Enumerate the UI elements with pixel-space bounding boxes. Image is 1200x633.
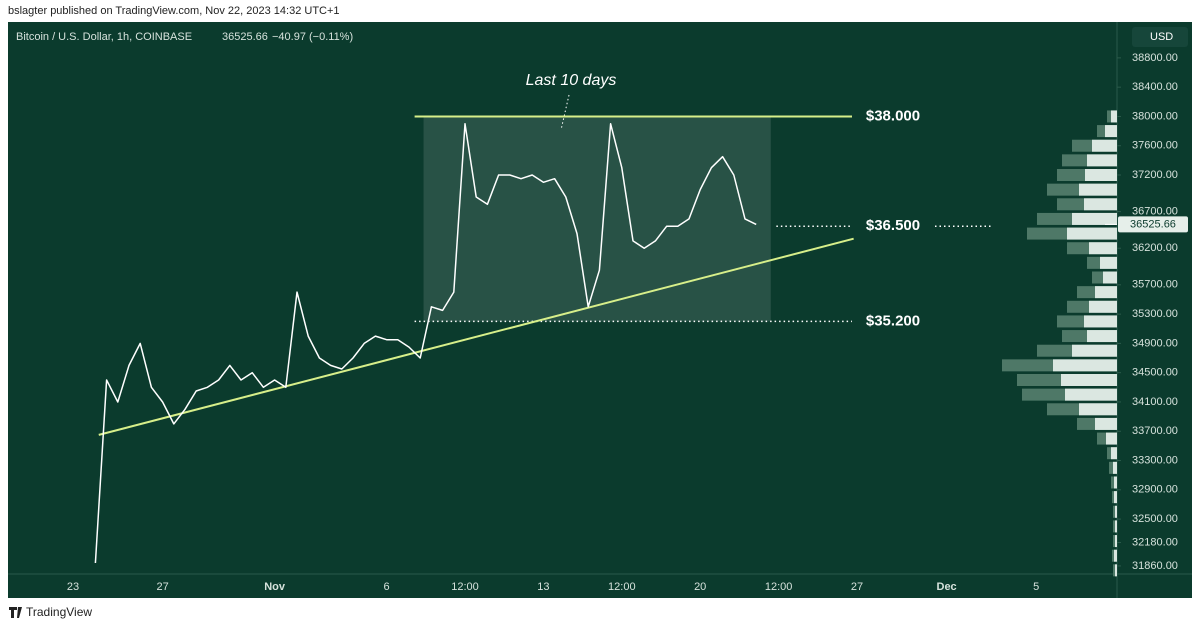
x-tick-label: 13 xyxy=(537,581,549,593)
x-tick-label: Dec xyxy=(937,581,957,593)
y-tick-label: 36200.00 xyxy=(1132,242,1178,254)
level-label: $35.200 xyxy=(866,312,920,329)
price-line xyxy=(94,123,757,564)
footer-brand: TradingView xyxy=(26,605,92,619)
volume-bar-light xyxy=(1113,461,1117,474)
x-tick-label: 12:00 xyxy=(608,581,636,593)
symbol: Bitcoin / U.S. Dollar, 1h, COINBASE xyxy=(16,31,192,43)
last-price: 36525.66 xyxy=(222,31,268,43)
volume-bar-light xyxy=(1061,373,1117,386)
volume-bar-light xyxy=(1089,242,1117,255)
y-tick-label: 34500.00 xyxy=(1132,367,1178,379)
y-tick-label: 31860.00 xyxy=(1132,560,1178,572)
volume-bar-light xyxy=(1115,505,1117,518)
volume-bar-light xyxy=(1084,315,1117,328)
y-tick-label: 36700.00 xyxy=(1132,206,1178,218)
volume-bar-light xyxy=(1114,491,1117,504)
y-tick-label: 38800.00 xyxy=(1132,52,1178,64)
x-tick-label: 12:00 xyxy=(451,581,479,593)
last-price-tag-label: 36525.66 xyxy=(1130,218,1176,230)
volume-bar-light xyxy=(1111,110,1117,123)
volume-bar-light xyxy=(1095,286,1117,299)
brand-logo xyxy=(9,607,22,618)
y-tick-label: 38400.00 xyxy=(1132,81,1178,93)
volume-bar-light xyxy=(1114,476,1117,489)
volume-bar-light xyxy=(1065,388,1117,401)
volume-bar-light xyxy=(1087,330,1117,343)
y-tick-label: 33700.00 xyxy=(1132,425,1178,437)
volume-bar-light xyxy=(1115,535,1117,548)
volume-bar-light xyxy=(1106,432,1117,445)
volume-bar-light xyxy=(1103,271,1117,284)
y-tick-label: 34100.00 xyxy=(1132,396,1178,408)
x-tick-label: 27 xyxy=(851,581,863,593)
currency[interactable]: USD xyxy=(1150,31,1173,43)
volume-bar-light xyxy=(1053,359,1117,372)
range-box xyxy=(423,116,771,322)
last-price-tag xyxy=(1118,216,1188,233)
y-tick-label: 32180.00 xyxy=(1132,536,1178,548)
volume-bar-light xyxy=(1114,549,1117,562)
y-tick-label: 35300.00 xyxy=(1132,308,1178,320)
x-tick-label: Nov xyxy=(264,581,286,593)
y-tick-label: 37200.00 xyxy=(1132,169,1178,181)
y-tick-label: 33300.00 xyxy=(1132,454,1178,466)
x-tick-label: 12:00 xyxy=(765,581,793,593)
y-tick-label: 32900.00 xyxy=(1132,484,1178,496)
volume-bar-light xyxy=(1095,417,1117,430)
volume-bar-light xyxy=(1092,139,1117,152)
volume-bar-light xyxy=(1085,169,1117,182)
volume-bar-light xyxy=(1079,403,1117,416)
trendline xyxy=(98,237,854,436)
y-tick-label: 35700.00 xyxy=(1132,279,1178,291)
volume-bar-light xyxy=(1067,227,1117,240)
y-tick-label: 37600.00 xyxy=(1132,140,1178,152)
publisher: bslagter published on TradingView.com, N… xyxy=(8,5,340,17)
x-tick-label: 27 xyxy=(156,581,168,593)
volume-bar-light xyxy=(1100,256,1117,269)
volume-bar-light xyxy=(1079,183,1117,196)
volume-bar-light xyxy=(1115,564,1117,577)
y-tick-label: 32500.00 xyxy=(1132,513,1178,525)
y-tick-label: 34900.00 xyxy=(1132,337,1178,349)
x-tick-label: 23 xyxy=(67,581,79,593)
volume-bar-light xyxy=(1115,520,1117,533)
y-tick-label: 38000.00 xyxy=(1132,110,1178,122)
x-tick-label: 20 xyxy=(694,581,706,593)
volume-bar-light xyxy=(1072,344,1117,357)
volume-bar-light xyxy=(1087,154,1117,167)
level-label: $36.500 xyxy=(866,217,920,234)
volume-bar-light xyxy=(1111,447,1117,460)
currency-button[interactable] xyxy=(1132,27,1188,47)
level-label: $38.000 xyxy=(866,107,920,124)
x-tick-label: 6 xyxy=(384,581,390,593)
volume-bar-light xyxy=(1089,300,1117,313)
x-tick-label: 5 xyxy=(1033,581,1039,593)
volume-bar-light xyxy=(1084,198,1117,211)
annotation: Last 10 days xyxy=(526,72,617,89)
volume-bar-light xyxy=(1105,125,1117,138)
volume-bar-light xyxy=(1072,212,1117,225)
chart-panel xyxy=(8,22,1192,598)
change: −40.97 (−0.11%) xyxy=(272,31,353,43)
